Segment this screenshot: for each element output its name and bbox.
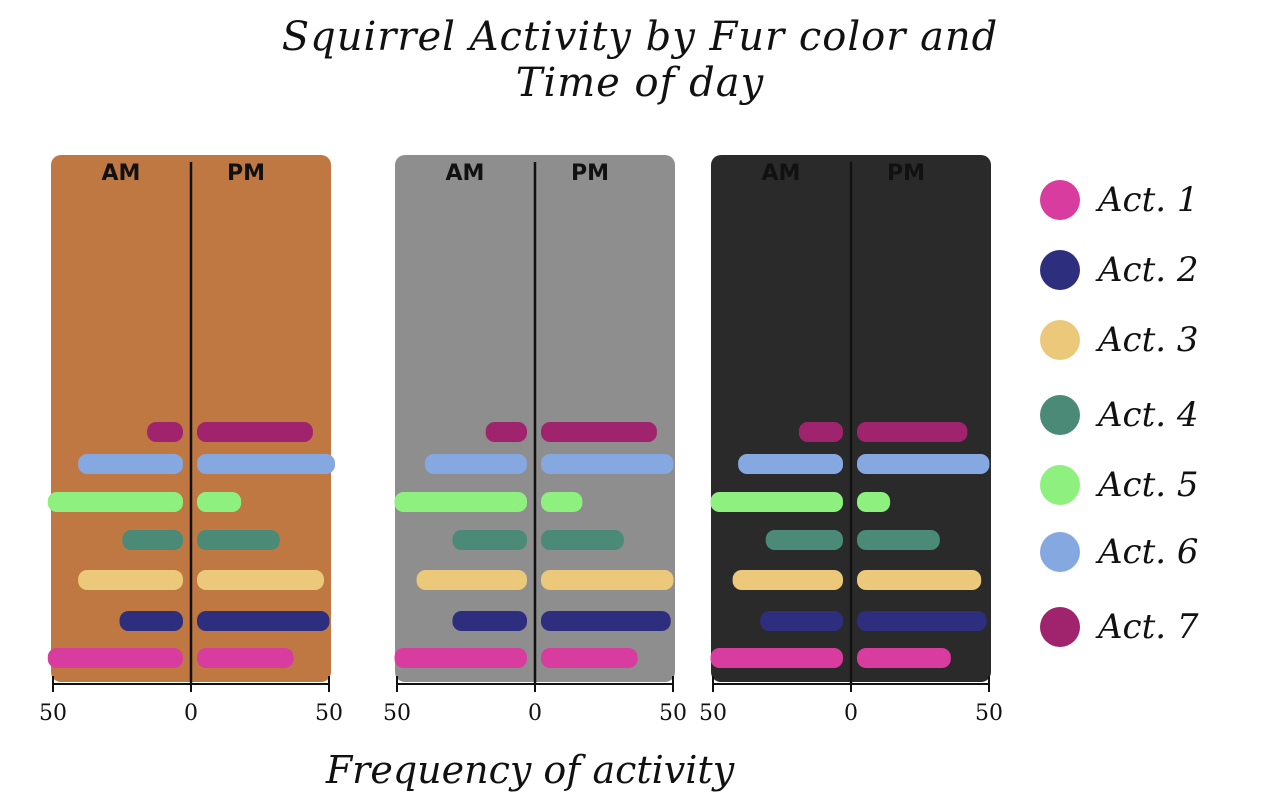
bar-pm-5 (197, 492, 242, 512)
x-tick-label: 0 (844, 701, 858, 726)
legend-label: Act. 7 (1098, 607, 1199, 647)
legend-swatch (1040, 395, 1080, 435)
bar-pm-1 (541, 648, 638, 668)
chart-canvas: AM PM 50 0 50 AM PM 50 0 50 AM PM 50 0 50 (39, 155, 1003, 726)
panel-header-am: AM (762, 161, 801, 186)
legend-label: Act. 4 (1098, 395, 1199, 435)
bar-pm-7 (197, 422, 313, 442)
bar-pm-4 (857, 530, 940, 550)
bar-pm-3 (541, 570, 674, 590)
panel-header-am: AM (102, 161, 141, 186)
x-tick-label: 50 (659, 701, 687, 726)
legend-label: Act. 3 (1098, 320, 1199, 360)
bar-pm-4 (197, 530, 280, 550)
chart-title-line-1: Squirrel Activity by Fur color and (281, 14, 999, 60)
bar-pm-7 (541, 422, 657, 442)
legend-swatch (1040, 320, 1080, 360)
bar-pm-5 (857, 492, 891, 512)
bar-am-7 (147, 422, 183, 442)
x-tick-label: 50 (699, 701, 727, 726)
x-tick-label: 50 (975, 701, 1003, 726)
x-axis-label: Frequency of activity (325, 748, 735, 792)
bar-pm-7 (857, 422, 968, 442)
x-tick-label: 50 (383, 701, 411, 726)
bar-pm-1 (857, 648, 951, 668)
bar-pm-2 (541, 611, 671, 631)
panel-header-pm: PM (887, 161, 925, 186)
legend-swatch (1040, 250, 1080, 290)
bar-am-5 (47, 492, 184, 512)
bar-am-1 (47, 648, 184, 668)
bar-pm-2 (857, 611, 987, 631)
bar-am-1 (394, 648, 527, 668)
bar-am-7 (485, 422, 527, 442)
bar-am-2 (119, 611, 183, 631)
bar-am-6 (424, 454, 527, 474)
panel-header-pm: PM (571, 161, 609, 186)
bar-am-1 (710, 648, 843, 668)
x-tick-label: 0 (184, 701, 198, 726)
legend-label: Act. 2 (1098, 250, 1199, 290)
bar-pm-3 (197, 570, 324, 590)
bar-pm-4 (541, 530, 624, 550)
bar-pm-6 (541, 454, 674, 474)
bar-pm-3 (857, 570, 982, 590)
legend-label: Act. 1 (1098, 180, 1199, 220)
bar-am-5 (710, 492, 843, 512)
bar-am-6 (78, 454, 183, 474)
panel-header-am: AM (446, 161, 485, 186)
chart-title-line-2: Time of day (515, 60, 765, 106)
x-tick-label: 50 (39, 701, 67, 726)
bar-am-3 (416, 570, 527, 590)
legend-swatch (1040, 607, 1080, 647)
bar-am-2 (760, 611, 843, 631)
legend-swatch (1040, 532, 1080, 572)
bar-am-5 (394, 492, 527, 512)
legend-label: Act. 5 (1098, 465, 1199, 505)
bar-pm-1 (197, 648, 294, 668)
x-tick-label: 0 (528, 701, 542, 726)
x-tick-label: 50 (315, 701, 343, 726)
bar-am-4 (452, 530, 527, 550)
bar-am-3 (732, 570, 843, 590)
bar-pm-5 (541, 492, 583, 512)
panel-header-pm: PM (227, 161, 265, 186)
bar-am-6 (738, 454, 843, 474)
bar-pm-6 (197, 454, 335, 474)
legend-label: Act. 6 (1098, 532, 1199, 572)
bar-am-7 (798, 422, 843, 442)
bar-am-3 (78, 570, 183, 590)
legend-swatch (1040, 180, 1080, 220)
bar-pm-2 (197, 611, 330, 631)
bar-am-4 (765, 530, 843, 550)
bar-pm-6 (857, 454, 990, 474)
legend-swatch (1040, 465, 1080, 505)
bar-am-2 (452, 611, 527, 631)
bar-am-4 (122, 530, 183, 550)
